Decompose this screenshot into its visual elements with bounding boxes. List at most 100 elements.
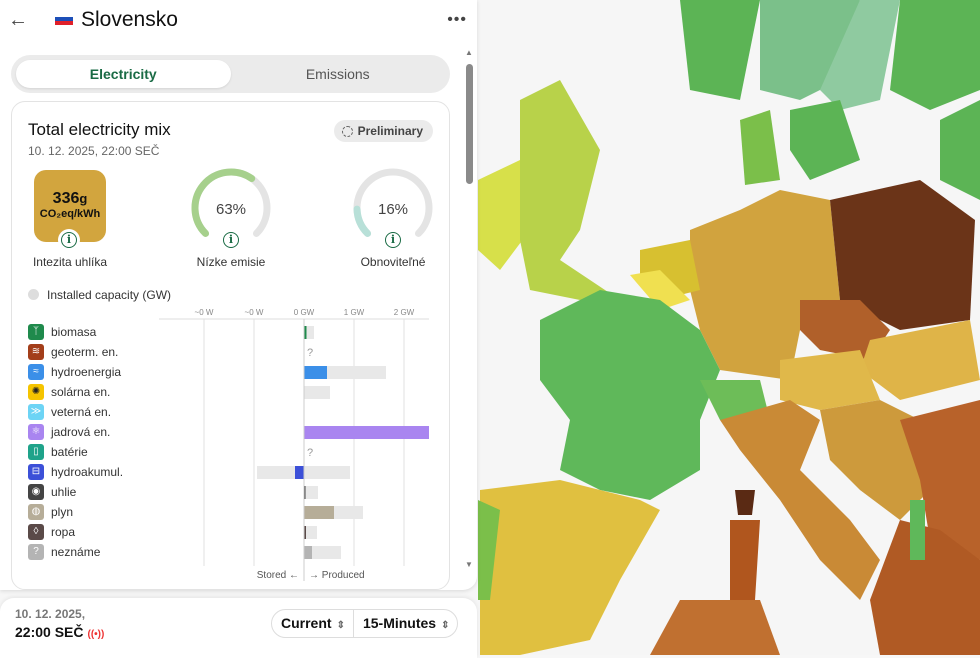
source-row: ? neznáme: [28, 542, 123, 562]
gauge-value: 16%: [378, 201, 408, 218]
renewable-gauge: 16%: [353, 168, 433, 237]
wind-icon: ≫: [28, 404, 44, 420]
badge-label: Preliminary: [357, 124, 423, 138]
stored-label: Stored ←: [257, 570, 299, 581]
scrollbar[interactable]: ▲ ▼: [465, 48, 473, 569]
source-row: ᛉ biomasa: [28, 322, 123, 342]
production-bar[interactable]: [304, 506, 334, 519]
info-icon[interactable]: i: [58, 229, 80, 251]
source-row: ≫ veterná en.: [28, 402, 123, 422]
source-label: jadrová en.: [51, 425, 111, 439]
gauge-value: 63%: [216, 201, 246, 218]
storage-capacity-bar: [257, 466, 304, 479]
tick-label: ~0 W: [195, 308, 214, 317]
interval-value: 15-Minutes: [362, 615, 437, 631]
footer-time: 22:00 SEČ: [15, 624, 84, 640]
source-row: ≋ geoterm. en.: [28, 342, 123, 362]
production-bar[interactable]: [304, 486, 306, 499]
capacity-bar: [304, 326, 314, 339]
gauge-fill: [191, 168, 256, 237]
mode-value: Current: [281, 615, 332, 631]
production-bar[interactable]: [304, 526, 306, 539]
production-bar[interactable]: [295, 466, 304, 479]
low-emission-gauge: 63%: [191, 168, 271, 237]
footer-date: 10. 12. 2025,: [15, 607, 86, 621]
source-row: ◉ uhlie: [28, 482, 123, 502]
mode-select[interactable]: Current ⇕: [272, 610, 353, 637]
chevron-updown-icon: ⇕: [441, 620, 450, 631]
carbon-unit-label: CO₂eq/kWh: [39, 208, 101, 220]
source-label: plyn: [51, 505, 74, 519]
source-label: solárna en.: [51, 385, 111, 399]
carbon-label: Intezita uhlíka: [32, 255, 108, 269]
preliminary-badge[interactable]: Preliminary: [333, 120, 433, 142]
info-icon[interactable]: i: [220, 229, 242, 251]
source-label: uhlie: [51, 485, 77, 499]
capacity-bar: [304, 466, 350, 479]
production-bar[interactable]: [304, 366, 327, 379]
carbon-value: 336: [52, 190, 80, 207]
tick-label: 0 GW: [294, 308, 315, 317]
source-label: hydroenergia: [51, 365, 122, 379]
source-row: ⚛ jadrová en.: [28, 422, 123, 442]
low-emission-label: Nízke emisie: [196, 255, 266, 269]
production-bar[interactable]: [304, 426, 429, 439]
card-date: 10. 12. 2025, 22:00 SEČ: [28, 144, 160, 158]
battery-icon: ▯: [28, 444, 44, 460]
source-label: veterná en.: [51, 405, 112, 419]
source-label: ropa: [51, 525, 76, 539]
zone-details-panel: ← Slovensko ••• Electricity Emissions To…: [0, 0, 477, 590]
interval-select[interactable]: 15-Minutes ⇕: [352, 610, 458, 637]
electricity-mix-card: Total electricity mix 10. 12. 2025, 22:0…: [11, 101, 450, 590]
source-row: ◊ ropa: [28, 522, 123, 542]
source-label: biomasa: [51, 325, 97, 339]
tab-electricity[interactable]: Electricity: [16, 60, 231, 88]
capacity-legend: Installed capacity (GW): [28, 288, 171, 302]
source-label: geoterm. en.: [51, 345, 119, 359]
source-row: ▯ batérie: [28, 442, 123, 462]
slovakia-flag-icon: [55, 13, 73, 25]
gauge-fill: [353, 205, 372, 237]
coal-icon: ◉: [28, 484, 44, 500]
card-title: Total electricity mix: [28, 120, 171, 139]
source-row: ≈ hydroenergia: [28, 362, 123, 382]
tick-label: 1 GW: [344, 308, 365, 317]
unknown-marker: ?: [307, 447, 313, 459]
tab-bar: Electricity Emissions: [11, 55, 450, 93]
source-label: batérie: [51, 445, 88, 459]
carbon-unit: g: [79, 191, 88, 206]
production-bar[interactable]: [304, 326, 307, 339]
chevron-updown-icon: ⇕: [336, 620, 345, 631]
water-icon: ≈: [28, 364, 44, 380]
sun-icon: ✺: [28, 384, 44, 400]
tab-emissions[interactable]: Emissions: [305, 66, 370, 82]
live-broadcast-icon: ((•)): [87, 629, 105, 640]
tick-label: 2 GW: [394, 308, 415, 317]
heat-icon: ≋: [28, 344, 44, 360]
sprout-icon: ᛉ: [28, 324, 44, 340]
atom-icon: ⚛: [28, 424, 44, 440]
question-icon: ?: [28, 544, 44, 560]
renewable-label: Obnoviteľné: [360, 255, 426, 269]
capacity-bar: [304, 386, 330, 399]
oil-icon: ◊: [28, 524, 44, 540]
pumped-storage-icon: ⊟: [28, 464, 44, 480]
time-controller: 10. 12. 2025, 22:00 SEČ ((•)) Current ⇕ 15…: [0, 598, 477, 658]
info-icon[interactable]: i: [382, 229, 404, 251]
source-row: ◍ plyn: [28, 502, 123, 522]
production-bar[interactable]: [304, 546, 312, 559]
tick-label: ~0 W: [245, 308, 264, 317]
unknown-marker: ?: [307, 347, 313, 359]
source-list: ᛉ biomasa ≋ geoterm. en. ≈ hydroenergia ✺ solár…: [28, 322, 123, 562]
gas-icon: ◍: [28, 504, 44, 520]
arrow-left-icon[interactable]: ←: [8, 8, 28, 31]
source-row: ⊟ hydroakumul.: [28, 462, 123, 482]
more-dots-icon[interactable]: •••: [447, 11, 467, 28]
legend-label: Installed capacity (GW): [47, 288, 172, 302]
dashed-circle-icon: [341, 126, 353, 137]
production-bar-chart: ~0 W ~0 W 0 GW 1 GW 2 GW?? Stored ← → Produced: [159, 308, 429, 581]
scrollbar-thumb[interactable]: [466, 64, 473, 184]
source-label: neznáme: [51, 545, 101, 559]
source-label: hydroakumul.: [51, 465, 124, 479]
